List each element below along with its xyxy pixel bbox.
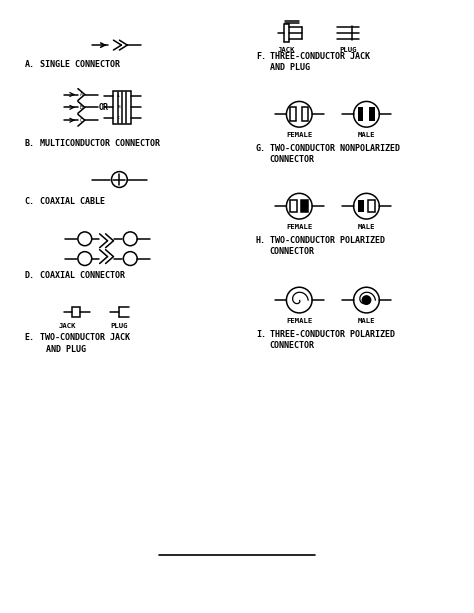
Text: F.: F.: [256, 53, 266, 61]
Text: JACK: JACK: [58, 323, 76, 329]
Circle shape: [78, 232, 92, 246]
Text: PLUG: PLUG: [339, 47, 356, 53]
Circle shape: [354, 193, 379, 219]
Circle shape: [354, 101, 379, 127]
Text: COAXIAL CABLE: COAXIAL CABLE: [40, 197, 105, 206]
Text: TWO-CONDUCTOR POLARIZED: TWO-CONDUCTOR POLARIZED: [270, 236, 384, 245]
Text: C.: C.: [25, 197, 35, 206]
Circle shape: [286, 193, 312, 219]
Bar: [113, 91, 131, 124]
Bar: [368, 200, 375, 212]
Text: FEMALE: FEMALE: [286, 318, 312, 324]
Text: COAXIAL CONNECTOR: COAXIAL CONNECTOR: [40, 271, 125, 280]
Text: MALE: MALE: [358, 224, 375, 230]
Circle shape: [78, 252, 92, 265]
Bar: [357, 107, 364, 121]
Text: I.: I.: [256, 330, 266, 339]
Text: B: B: [80, 105, 83, 110]
Text: THREE-CONDUCTOR POLARIZED: THREE-CONDUCTOR POLARIZED: [270, 330, 395, 339]
Text: CONNECTOR: CONNECTOR: [270, 155, 315, 164]
Bar: [357, 200, 365, 212]
Text: TWO-CONDUCTOR NONPOLARIZED: TWO-CONDUCTOR NONPOLARIZED: [270, 145, 400, 153]
Circle shape: [123, 252, 137, 265]
Text: FEMALE: FEMALE: [286, 132, 312, 138]
Circle shape: [362, 295, 372, 305]
Circle shape: [123, 232, 137, 246]
Text: SINGLE CONNECTOR: SINGLE CONNECTOR: [40, 60, 120, 69]
Circle shape: [286, 287, 312, 313]
Text: PLUG: PLUG: [110, 323, 128, 329]
Text: JACK: JACK: [278, 47, 295, 53]
Text: A: A: [80, 92, 83, 97]
Text: D.: D.: [25, 271, 35, 280]
Bar: [291, 107, 296, 121]
Text: G.: G.: [256, 145, 266, 153]
Text: MULTICONDUCTOR CONNECTOR: MULTICONDUCTOR CONNECTOR: [40, 139, 160, 148]
Text: MALE: MALE: [358, 132, 375, 138]
Text: A.: A.: [25, 60, 35, 69]
Text: C: C: [80, 118, 83, 123]
Text: C: C: [118, 116, 120, 120]
Text: TWO-CONDUCTOR JACK: TWO-CONDUCTOR JACK: [40, 333, 130, 342]
Circle shape: [111, 172, 128, 188]
Text: H.: H.: [256, 236, 266, 245]
Text: E.: E.: [25, 333, 35, 342]
Circle shape: [286, 101, 312, 127]
Bar: [291, 200, 297, 212]
Text: AND PLUG: AND PLUG: [46, 345, 86, 354]
Text: CONNECTOR: CONNECTOR: [270, 247, 315, 256]
Text: A: A: [118, 94, 120, 99]
Bar: [369, 107, 375, 121]
Text: MALE: MALE: [358, 318, 375, 324]
Text: FEMALE: FEMALE: [286, 224, 312, 230]
Text: OR: OR: [99, 103, 109, 112]
Text: THREE-CONDUCTOR JACK: THREE-CONDUCTOR JACK: [270, 53, 370, 61]
Text: B.: B.: [25, 139, 35, 148]
Text: AND PLUG: AND PLUG: [270, 63, 310, 72]
Bar: [302, 107, 308, 121]
Bar: [301, 200, 308, 212]
Text: CONNECTOR: CONNECTOR: [270, 341, 315, 350]
Bar: [72, 307, 80, 317]
Bar: [284, 25, 290, 42]
Circle shape: [354, 287, 379, 313]
Text: B: B: [118, 105, 120, 109]
